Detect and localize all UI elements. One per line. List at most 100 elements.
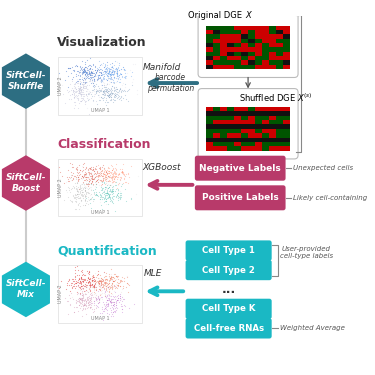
Point xyxy=(86,196,92,202)
Point xyxy=(79,71,85,77)
Point xyxy=(87,305,93,311)
Point xyxy=(94,67,100,73)
Point xyxy=(73,283,79,289)
Bar xyxy=(255,26,262,30)
Point xyxy=(111,278,117,284)
Point xyxy=(75,174,81,180)
Point xyxy=(86,170,92,176)
Point xyxy=(110,274,116,280)
Point xyxy=(98,70,104,76)
Point xyxy=(105,173,111,179)
Point xyxy=(86,165,92,171)
Point xyxy=(110,302,116,308)
Point xyxy=(108,314,114,320)
Point xyxy=(86,181,92,187)
Bar xyxy=(255,39,262,43)
Point xyxy=(88,186,94,192)
Point xyxy=(81,91,87,97)
Point xyxy=(83,184,89,190)
Point xyxy=(80,307,86,313)
Point xyxy=(108,197,114,203)
Point xyxy=(88,69,94,75)
Bar xyxy=(283,60,290,65)
Point xyxy=(86,175,92,181)
Point xyxy=(124,273,130,279)
Point xyxy=(105,165,111,171)
Point xyxy=(112,289,118,295)
Point xyxy=(113,86,119,92)
Bar xyxy=(206,120,213,124)
Point xyxy=(102,184,108,190)
Point xyxy=(75,202,81,208)
Point xyxy=(94,296,100,302)
Point xyxy=(82,183,88,189)
Text: Positive Labels: Positive Labels xyxy=(202,193,279,202)
Point xyxy=(104,72,110,78)
Point xyxy=(84,67,90,73)
Point xyxy=(85,169,91,175)
Point xyxy=(109,199,115,205)
Point xyxy=(115,190,121,196)
Point xyxy=(114,279,120,285)
Point xyxy=(87,196,93,202)
Point xyxy=(84,71,90,77)
Point xyxy=(107,298,113,304)
Point xyxy=(78,87,84,93)
Point xyxy=(105,75,111,81)
Point xyxy=(80,193,86,199)
Point xyxy=(88,68,94,74)
Bar xyxy=(269,56,276,60)
Point xyxy=(114,285,120,291)
Point xyxy=(93,178,99,184)
Point xyxy=(103,174,109,180)
Point xyxy=(105,190,111,196)
Point xyxy=(80,294,86,300)
Point xyxy=(107,187,113,193)
Point xyxy=(96,297,102,303)
Point xyxy=(105,165,111,171)
Point xyxy=(104,66,110,72)
Bar xyxy=(262,47,269,52)
Point xyxy=(75,96,81,102)
Bar xyxy=(206,60,213,65)
Point xyxy=(86,268,92,274)
Point xyxy=(105,285,111,291)
Point xyxy=(101,285,107,291)
Point xyxy=(95,294,101,300)
Point xyxy=(103,69,109,75)
Point xyxy=(113,92,119,98)
Point xyxy=(68,96,74,102)
Point xyxy=(86,68,92,74)
Point xyxy=(103,84,109,90)
Point xyxy=(100,177,106,183)
Point xyxy=(85,275,91,281)
Point xyxy=(88,171,94,177)
Point xyxy=(98,187,104,193)
Point xyxy=(80,173,86,179)
Text: UMAP 2: UMAP 2 xyxy=(58,76,63,95)
Point xyxy=(116,299,122,305)
Bar xyxy=(220,138,227,142)
Point xyxy=(99,190,105,196)
Point xyxy=(76,88,82,94)
Point xyxy=(79,269,85,275)
Point xyxy=(116,75,122,81)
Point xyxy=(78,281,84,287)
Point xyxy=(68,70,74,76)
Point xyxy=(77,284,83,290)
Bar xyxy=(276,30,283,34)
Point xyxy=(81,290,87,296)
Point xyxy=(106,168,112,174)
Point xyxy=(122,73,128,79)
Point xyxy=(115,181,121,187)
Point xyxy=(135,173,141,179)
Point xyxy=(94,67,100,73)
Point xyxy=(81,83,87,89)
Point xyxy=(102,304,108,310)
Point xyxy=(130,60,136,66)
Point xyxy=(88,175,94,181)
Point xyxy=(65,65,71,71)
Point xyxy=(87,78,93,84)
Bar xyxy=(241,52,248,56)
Point xyxy=(96,275,102,281)
